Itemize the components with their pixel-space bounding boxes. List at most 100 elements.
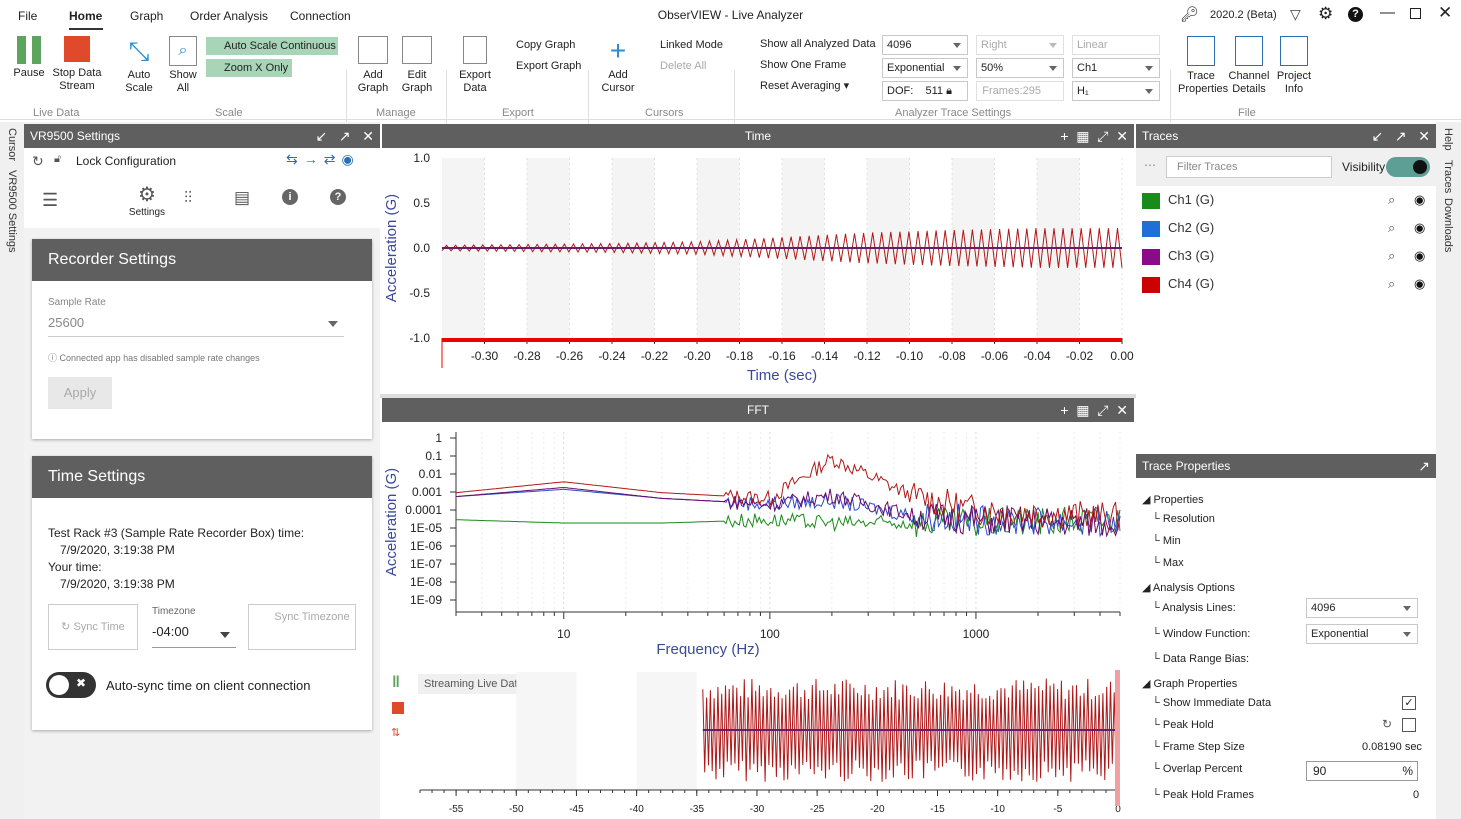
help-circle-icon[interactable]: ? (330, 189, 346, 205)
show-all-button[interactable]: ⌕ Show All (166, 36, 200, 95)
menu-graph[interactable]: Graph (130, 9, 164, 23)
stop-data-stream-button[interactable]: Stop Data Stream (50, 36, 104, 93)
graph-properties-group[interactable]: ◢ Graph Properties (1142, 678, 1238, 690)
help-icon[interactable]: ? (1348, 7, 1363, 22)
analysis-options-group[interactable]: ◢ Analysis Options (1142, 582, 1235, 594)
menu-connection[interactable]: Connection (290, 9, 351, 23)
window-select[interactable]: Exponential (882, 58, 968, 78)
time-graph-controls[interactable]: + ▦ ⤢ ✕ (1060, 128, 1128, 144)
settings-button[interactable]: ⚙ Settings (124, 182, 170, 218)
analysis-lines-select[interactable]: 4096 (1306, 598, 1418, 618)
show-immediate-checkbox[interactable]: ✓ (1402, 696, 1416, 710)
zoom-x-only-toggle[interactable]: Zoom X Only (206, 59, 292, 77)
filter-icon[interactable]: ▽ (1290, 6, 1301, 22)
sync-timezone-button[interactable]: Sync Timezone (248, 604, 356, 650)
visibility-toggle[interactable] (1386, 157, 1430, 177)
right-select[interactable]: Right (976, 35, 1064, 55)
unlock-icon[interactable]: 🔓︎ (54, 153, 62, 165)
info-icon[interactable]: i (282, 189, 298, 205)
key-icon[interactable]: 🔑︎ (1180, 6, 1200, 23)
close-icon[interactable]: ✕ (1438, 3, 1453, 22)
auto-scale-continuous-toggle[interactable]: Auto Scale Continuous (206, 37, 338, 55)
traces-controls[interactable]: ↙ ↗ ✕ (1371, 128, 1430, 144)
lines-select[interactable]: 4096 (882, 35, 968, 55)
auto-scale-button[interactable]: ⤡ Auto Scale (120, 36, 158, 95)
mixer-icon[interactable]: ⫶⫶ (184, 190, 193, 207)
trace-row[interactable]: Ch1 (G) ⌕ ◉ (1142, 192, 1432, 212)
minimize-icon[interactable]: — (1380, 4, 1395, 21)
channel-select[interactable]: Ch1 (1072, 58, 1160, 78)
properties-group[interactable]: ◢ Properties (1142, 494, 1204, 506)
window-function-select[interactable]: Exponential (1306, 624, 1418, 644)
pause-button[interactable]: Pause (12, 36, 46, 80)
sync-icons[interactable]: ⇆→⇄◉ (286, 151, 360, 167)
eye-icon[interactable]: ◉ (1414, 192, 1426, 207)
trace-color-swatch[interactable] (1142, 192, 1160, 209)
show-one-frame-button[interactable]: Show One Frame (742, 56, 846, 74)
menu-icon[interactable]: ☰ (42, 190, 59, 210)
trace-color-swatch[interactable] (1142, 248, 1160, 265)
trace-row[interactable]: Ch4 (G) ⌕ ◉ (1142, 276, 1432, 296)
stream-pause-icon[interactable]: ‖ (392, 674, 400, 691)
time-graph[interactable]: -0.30 -0.28 -0.26 -0.24 -0.22 -0.20 -0.18 -0.16… (382, 148, 1134, 394)
menu-file[interactable]: File (18, 9, 38, 23)
scale-select[interactable]: Linear (1072, 35, 1160, 55)
tab-cursor[interactable]: Cursor (6, 128, 18, 162)
eye-icon[interactable]: ◉ (1414, 248, 1426, 263)
linked-mode-button[interactable]: Linked Mode (646, 36, 723, 54)
reset-averaging-button[interactable]: Reset Averaging ▾ (760, 80, 850, 92)
zoom-icon[interactable]: ⌕ (1388, 276, 1396, 291)
stream-graph[interactable]: -55 -50 -45 -40 -35 -30 -25 -20 -15 -10 -5 0 (414, 668, 1136, 819)
tab-downloads[interactable]: Downloads (1442, 198, 1454, 253)
overlap-select[interactable]: 50% (976, 58, 1064, 78)
tab-traces[interactable]: Traces (1442, 160, 1454, 194)
project-info-button[interactable]: Project Info (1272, 36, 1316, 96)
zoom-icon[interactable]: ⌕ (1388, 220, 1396, 235)
trace-row[interactable]: Ch3 (G) ⌕ ◉ (1142, 248, 1432, 268)
export-data-button[interactable]: Export Data (456, 36, 494, 95)
frames-field[interactable]: Frames:295 (976, 81, 1064, 101)
overlap-percent-input[interactable]: 90% (1306, 761, 1418, 781)
copy-graph-button[interactable]: Copy Graph (502, 36, 575, 54)
eye-icon[interactable]: ◉ (1414, 276, 1426, 291)
add-graph-button[interactable]: Add Graph (356, 36, 390, 95)
sync-time-button[interactable]: ↻ Sync Time (48, 604, 138, 650)
fft-graph-controls[interactable]: + ▦ ⤢ ✕ (1060, 402, 1128, 418)
channel-details-button[interactable]: Channel Details (1226, 36, 1272, 96)
timezone-select[interactable]: -04:00 (152, 624, 236, 648)
maximize-icon[interactable] (1410, 8, 1421, 19)
sample-rate-select[interactable]: 25600 (48, 315, 344, 337)
auto-sync-toggle[interactable]: ✖ (46, 672, 96, 698)
left-panel-controls[interactable]: ↙ ↗ ✕ (315, 128, 374, 144)
gear-icon[interactable]: ⚙ (1318, 4, 1334, 23)
show-all-analyzed-button[interactable]: Show all Analyzed Data (742, 35, 876, 53)
stream-settings-icon[interactable]: ⇅ (391, 727, 401, 739)
fft-graph[interactable]: 10 100 1000 1 0.1 0.01 0.001 0.0001 1E-05 1E-06 1E… (382, 422, 1134, 668)
menu-order-analysis[interactable]: Order Analysis (190, 9, 269, 23)
zoom-icon[interactable]: ⌕ (1388, 192, 1396, 207)
menu-home[interactable]: Home (69, 9, 103, 23)
trace-properties-controls[interactable]: ↗ (1418, 458, 1430, 474)
edit-graph-button[interactable]: Edit Graph (400, 36, 434, 95)
list-icon[interactable]: ▤ (234, 188, 251, 207)
add-cursor-button[interactable]: + Add Cursor (598, 36, 638, 95)
export-graph-button[interactable]: Export Graph (502, 57, 581, 75)
peak-hold-checkbox[interactable] (1402, 718, 1416, 732)
peak-hold-reset-icon[interactable]: ↻ (1382, 717, 1393, 731)
refresh-icon[interactable]: ↻ (32, 153, 44, 169)
trace-row[interactable]: Ch2 (G) ⌕ ◉ (1142, 220, 1432, 240)
apply-button[interactable]: Apply (48, 377, 112, 409)
mode-select[interactable]: H₁ (1072, 81, 1160, 101)
dof-field[interactable]: DOF: 511 🔒︎ (882, 81, 968, 101)
trace-properties-button[interactable]: Trace Properties (1178, 36, 1228, 96)
stream-stop-icon[interactable] (392, 702, 404, 714)
delete-all-button[interactable]: Delete All (646, 57, 706, 75)
tab-help[interactable]: Help (1442, 128, 1454, 151)
trace-color-swatch[interactable] (1142, 276, 1160, 293)
filter-traces-input[interactable]: Filter Traces (1166, 156, 1332, 178)
eye-icon[interactable]: ◉ (1414, 220, 1426, 235)
zoom-icon[interactable]: ⌕ (1388, 248, 1396, 263)
more-icon[interactable]: ⋯ (1144, 158, 1156, 172)
trace-color-swatch[interactable] (1142, 220, 1160, 237)
tab-vr9500-settings[interactable]: VR9500 Settings (6, 170, 18, 253)
